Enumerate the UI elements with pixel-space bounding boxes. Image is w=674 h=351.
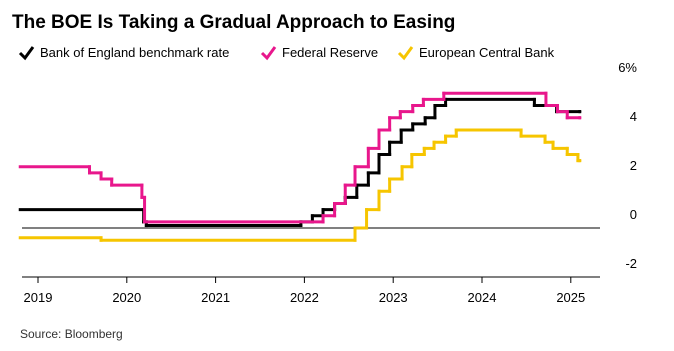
legend-swatch [260,46,277,61]
step-end [578,110,582,114]
y-tick-label: 4 [630,109,637,124]
x-tick-label: 2021 [201,290,230,305]
x-tick-label: 2025 [556,290,585,305]
legend-swatch [397,46,414,61]
legend-label: European Central Bank [419,45,555,60]
x-tick-label: 2024 [468,290,497,305]
step-end [578,116,582,120]
legend-label: Bank of England benchmark rate [40,45,229,60]
y-tick-label: 6% [618,60,637,75]
x-tick-label: 2020 [112,290,141,305]
legend-swatch [18,46,35,61]
x-tick-label: 2019 [24,290,53,305]
step-end [578,159,582,163]
y-tick-label: -2 [625,256,637,271]
x-tick-label: 2022 [290,290,319,305]
chart-title: The BOE Is Taking a Gradual Approach to … [12,12,455,33]
y-tick-label: 2 [630,158,637,173]
x-tick-label: 2023 [379,290,408,305]
y-tick-label: 0 [630,207,637,222]
legend-label: Federal Reserve [282,45,378,60]
source: Source: Bloomberg [20,327,123,341]
